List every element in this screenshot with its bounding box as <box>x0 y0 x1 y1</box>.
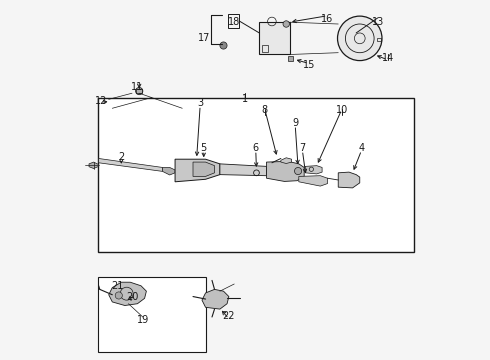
Bar <box>262 45 269 51</box>
Polygon shape <box>89 162 98 168</box>
Polygon shape <box>338 172 360 188</box>
Text: 7: 7 <box>299 143 305 153</box>
Bar <box>259 22 290 54</box>
Circle shape <box>220 42 227 49</box>
Polygon shape <box>202 289 229 309</box>
Bar <box>228 14 239 28</box>
Circle shape <box>338 16 382 60</box>
Polygon shape <box>98 158 163 171</box>
Text: 5: 5 <box>200 143 207 153</box>
Bar <box>98 277 205 352</box>
Polygon shape <box>220 164 267 176</box>
Polygon shape <box>193 162 215 176</box>
Text: 18: 18 <box>228 17 241 27</box>
Text: 9: 9 <box>292 118 298 128</box>
Polygon shape <box>299 176 327 186</box>
Text: 14: 14 <box>382 53 394 63</box>
Circle shape <box>294 167 302 175</box>
Text: 1: 1 <box>242 94 248 104</box>
Text: 12: 12 <box>95 96 107 106</box>
Bar <box>377 38 381 41</box>
Polygon shape <box>267 161 304 181</box>
Text: 2: 2 <box>118 152 124 162</box>
Text: 21: 21 <box>112 281 124 291</box>
Bar <box>288 56 293 61</box>
Text: 22: 22 <box>222 311 235 321</box>
Polygon shape <box>163 167 175 175</box>
Circle shape <box>115 292 122 299</box>
Bar <box>136 89 143 93</box>
Polygon shape <box>305 166 322 174</box>
Text: 11: 11 <box>131 82 144 92</box>
Text: 10: 10 <box>336 105 348 115</box>
Text: 20: 20 <box>126 292 138 302</box>
Text: 13: 13 <box>371 17 384 27</box>
Text: 17: 17 <box>197 33 210 43</box>
Text: 16: 16 <box>321 14 334 24</box>
Text: 15: 15 <box>303 60 316 70</box>
Text: 4: 4 <box>359 143 365 153</box>
Text: 19: 19 <box>137 315 149 325</box>
Polygon shape <box>109 282 147 306</box>
Bar <box>98 98 414 252</box>
Text: 8: 8 <box>262 105 268 115</box>
Text: 3: 3 <box>197 98 203 108</box>
Polygon shape <box>175 159 220 182</box>
Polygon shape <box>281 158 292 163</box>
Circle shape <box>283 21 290 27</box>
Circle shape <box>136 87 143 95</box>
Text: 6: 6 <box>253 143 259 153</box>
